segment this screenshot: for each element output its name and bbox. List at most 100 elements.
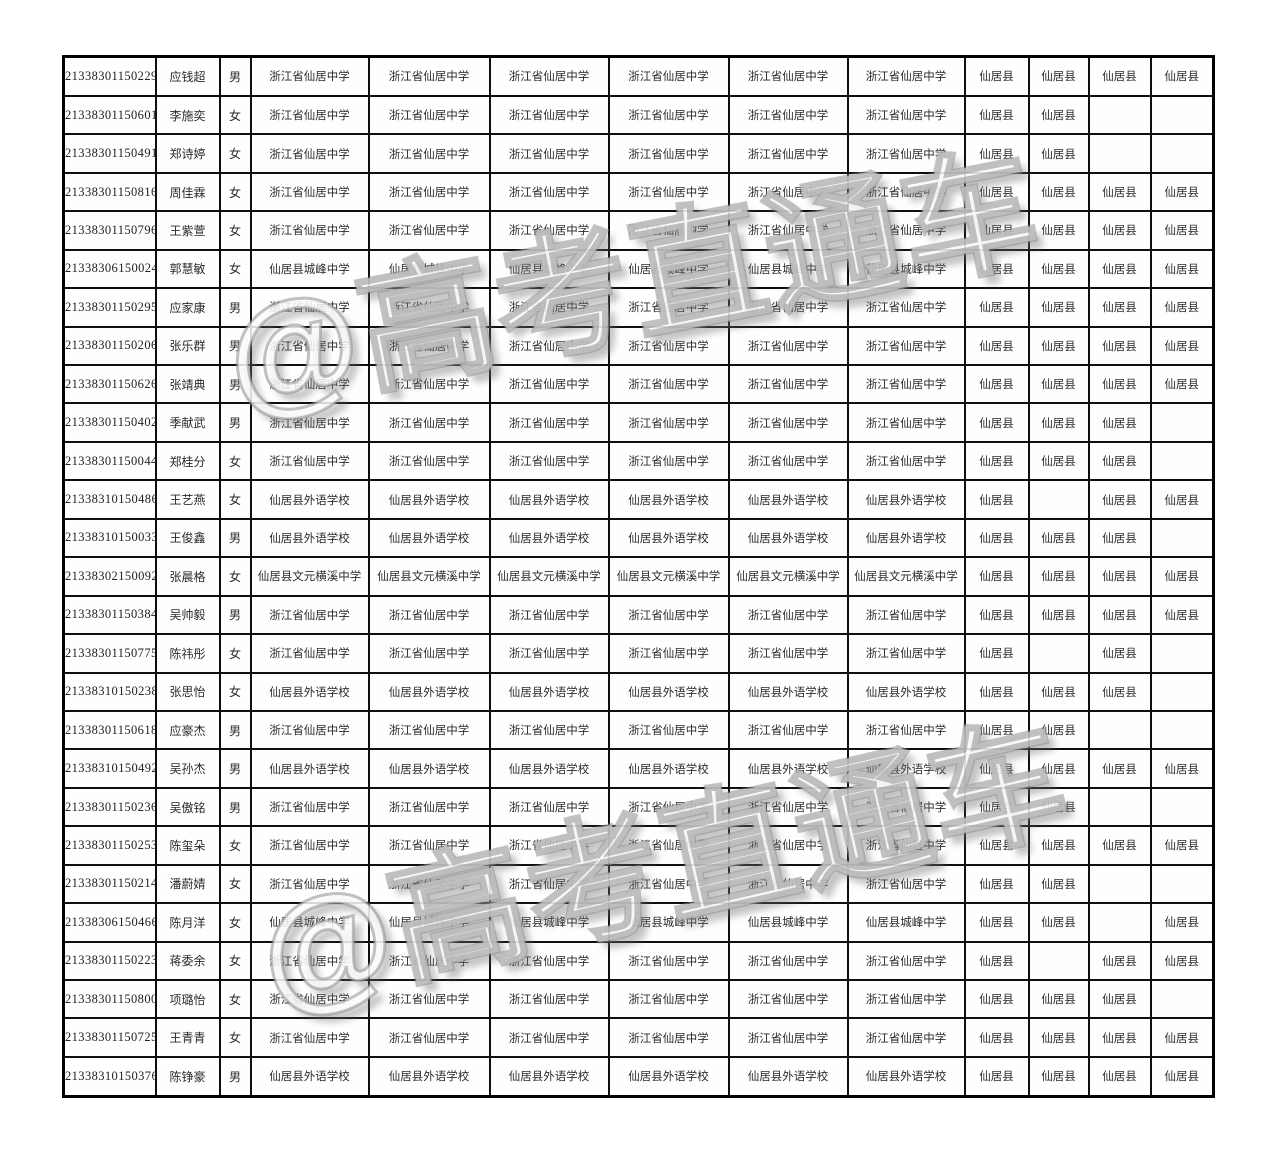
county-cell: 仙居县 [1149, 825, 1215, 866]
county-cell: 仙居县 [1149, 248, 1215, 290]
county-cell [1149, 709, 1215, 751]
county-cell: 仙居县 [1087, 364, 1152, 405]
county-cell: 仙居县 [1027, 863, 1090, 905]
school-cell: 浙江省仙居中学 [249, 210, 370, 251]
student-name-cell: 王艺燕 [154, 479, 221, 520]
county-cell: 仙居县 [1027, 709, 1090, 751]
student-id-cell: 21338301150775 [62, 633, 157, 674]
gender-cell: 男 [218, 748, 252, 789]
school-cell: 浙江省仙居中学 [488, 940, 610, 982]
school-cell: 仙居县外语学校 [249, 479, 370, 520]
county-cell: 仙居县 [1027, 364, 1090, 405]
school-cell: 仙居县城峰中学 [727, 248, 849, 290]
school-cell: 仙居县外语学校 [488, 671, 610, 712]
school-cell: 浙江省仙居中学 [607, 979, 730, 1020]
school-cell: 浙江省仙居中学 [488, 979, 610, 1020]
gender-cell: 女 [218, 248, 252, 290]
school-cell: 仙居县外语学校 [846, 479, 966, 520]
school-cell: 浙江省仙居中学 [607, 55, 730, 97]
county-cell [1149, 863, 1215, 905]
school-cell: 浙江省仙居中学 [249, 594, 370, 636]
county-cell: 仙居县 [1149, 479, 1215, 520]
student-id-cell: 21338301150816 [62, 171, 157, 213]
county-cell: 仙居县 [963, 940, 1030, 982]
county-cell: 仙居县 [963, 748, 1030, 789]
county-cell: 仙居县 [1087, 594, 1152, 636]
school-cell: 浙江省仙居中学 [488, 863, 610, 905]
student-id-cell: 21338301150402 [62, 402, 157, 443]
school-cell: 浙江省仙居中学 [367, 979, 491, 1020]
student-name-cell: 应钱超 [154, 55, 221, 97]
school-cell: 浙江省仙居中学 [727, 364, 849, 405]
table-row: 21338306150024 郭慧敏女仙居县城峰中学 仙居县城峰中学 仙居县城峰中学仙… [62, 248, 1215, 290]
table-row: 21338301150223 蒋委余女浙江省仙居中学 浙江省仙居中学 浙江省仙居中学浙… [62, 940, 1215, 982]
school-cell: 浙江省仙居中学 [846, 940, 966, 982]
school-cell: 浙江省仙居中学 [846, 94, 966, 136]
school-cell: 浙江省仙居中学 [488, 210, 610, 251]
table-row: 21338301150295 应家康男浙江省仙居中学 浙江省仙居中学 浙江省仙居中学浙… [62, 287, 1215, 328]
school-cell: 浙江省仙居中学 [846, 55, 966, 97]
school-cell: 浙江省仙居中学 [249, 364, 370, 405]
county-cell: 仙居县 [1027, 287, 1090, 328]
school-cell: 仙居县城峰中学 [727, 902, 849, 943]
county-cell: 仙居县 [963, 94, 1030, 136]
student-id-cell: 21338301150800 [62, 979, 157, 1020]
county-cell: 仙居县 [1149, 287, 1215, 328]
county-cell: 仙居县 [963, 133, 1030, 174]
school-cell: 浙江省仙居中学 [727, 594, 849, 636]
school-cell: 浙江省仙居中学 [249, 325, 370, 367]
school-cell: 浙江省仙居中学 [607, 940, 730, 982]
school-cell: 浙江省仙居中学 [846, 364, 966, 405]
school-cell: 浙江省仙居中学 [727, 1017, 849, 1058]
county-cell: 仙居县 [963, 709, 1030, 751]
county-cell: 仙居县 [1027, 1055, 1090, 1098]
table-row: 21338301150402 季献武男浙江省仙居中学 浙江省仙居中学 浙江省仙居中学浙… [62, 402, 1215, 443]
school-cell: 浙江省仙居中学 [607, 325, 730, 367]
school-cell: 浙江省仙居中学 [846, 786, 966, 828]
school-cell: 浙江省仙居中学 [727, 440, 849, 482]
county-cell: 仙居县 [1149, 556, 1215, 597]
school-cell: 仙居县外语学校 [488, 1055, 610, 1098]
student-name-cell: 应家康 [154, 287, 221, 328]
county-cell: 仙居县 [1027, 556, 1090, 597]
school-cell: 浙江省仙居中学 [727, 402, 849, 443]
school-cell: 浙江省仙居中学 [607, 786, 730, 828]
table-body: 21338301150229 应钱超男浙江省仙居中学 浙江省仙居中学 浙江省仙居中学浙… [62, 55, 1215, 1098]
county-cell: 仙居县 [1149, 940, 1215, 982]
county-cell: 仙居县 [1087, 671, 1152, 712]
gender-cell: 男 [218, 287, 252, 328]
county-cell: 仙居县 [1087, 1055, 1152, 1098]
county-cell: 仙居县 [1027, 786, 1090, 828]
student-name-cell: 周佳霖 [154, 171, 221, 213]
student-name-cell: 潘蔚婧 [154, 863, 221, 905]
gender-cell: 男 [218, 402, 252, 443]
school-cell: 浙江省仙居中学 [367, 863, 491, 905]
county-cell: 仙居县 [1027, 825, 1090, 866]
school-cell: 浙江省仙居中学 [846, 1017, 966, 1058]
county-cell: 仙居县 [1027, 210, 1090, 251]
county-cell: 仙居县 [1027, 594, 1090, 636]
school-cell: 浙江省仙居中学 [846, 863, 966, 905]
county-cell: 仙居县 [1027, 402, 1090, 443]
school-cell: 浙江省仙居中学 [249, 171, 370, 213]
county-cell [1149, 786, 1215, 828]
county-cell: 仙居县 [963, 440, 1030, 482]
school-cell: 浙江省仙居中学 [367, 825, 491, 866]
county-cell: 仙居县 [1149, 594, 1215, 636]
table-row: 21338301150229 应钱超男浙江省仙居中学 浙江省仙居中学 浙江省仙居中学浙… [62, 55, 1215, 97]
county-cell [1087, 94, 1152, 136]
school-cell: 浙江省仙居中学 [249, 863, 370, 905]
student-name-cell: 郑诗婷 [154, 133, 221, 174]
school-cell: 浙江省仙居中学 [727, 633, 849, 674]
school-cell: 浙江省仙居中学 [607, 210, 730, 251]
school-cell: 仙居县外语学校 [727, 517, 849, 559]
school-cell: 浙江省仙居中学 [846, 287, 966, 328]
county-cell [1149, 94, 1215, 136]
student-name-cell: 吴孙杰 [154, 748, 221, 789]
county-cell: 仙居县 [1087, 1017, 1152, 1058]
school-cell: 浙江省仙居中学 [846, 210, 966, 251]
county-cell: 仙居县 [1027, 671, 1090, 712]
school-cell: 浙江省仙居中学 [367, 171, 491, 213]
table-row: 21338301150775 陈祎彤女浙江省仙居中学 浙江省仙居中学 浙江省仙居中学浙… [62, 633, 1215, 674]
school-cell: 仙居县外语学校 [249, 671, 370, 712]
